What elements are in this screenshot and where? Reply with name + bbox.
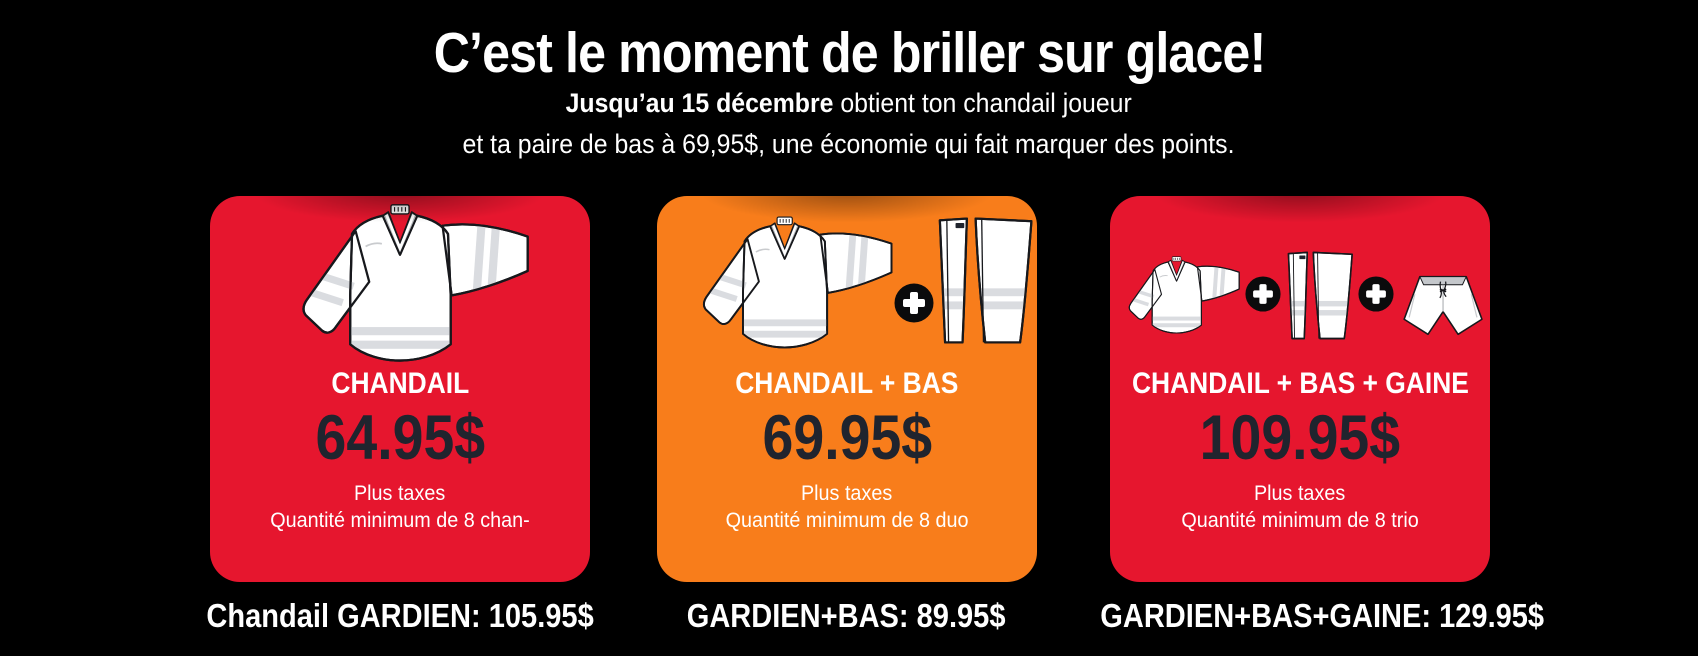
offer-card-chandail-bas[interactable]: CHANDAIL + BAS 69.95$ Plus taxes Quantit… bbox=[657, 196, 1037, 582]
goalie-price-chandail-bas: GARDIEN+BAS: 89.95$ bbox=[686, 597, 1006, 634]
goalie-price-chandail-bas-gaine: GARDIEN+BAS+GAINE: 129.95$ bbox=[1100, 597, 1545, 634]
card1-min-note: Quantité minimum de 8 chan- bbox=[270, 508, 530, 533]
card2-artwork bbox=[657, 196, 1037, 364]
offer-card-chandail[interactable]: CHANDAIL 64.95$ Plus taxes Quantité mini… bbox=[210, 196, 590, 582]
card3-title: CHANDAIL + BAS + GAINE bbox=[1131, 367, 1469, 400]
hockey-jersey-icon bbox=[671, 200, 898, 360]
subtitle-line-2: et ta paire de bas à 69,95$, une économi… bbox=[463, 129, 1235, 159]
hockey-jersey-icon bbox=[264, 196, 536, 366]
card1-title: CHANDAIL bbox=[331, 367, 469, 400]
hockey-pants-icon bbox=[1403, 275, 1483, 336]
card2-price: 69.95$ bbox=[762, 403, 932, 473]
hockey-socks-icon bbox=[932, 208, 1037, 353]
subtitle-date: Jusqu’au 15 décembre bbox=[565, 88, 834, 118]
page-title: C’est le moment de briller sur glace! bbox=[0, 20, 1698, 86]
card2-title: CHANDAIL + BAS bbox=[735, 367, 959, 400]
offer-card-chandail-bas-gaine[interactable]: CHANDAIL + BAS + GAINE 109.95$ Plus taxe… bbox=[1110, 196, 1490, 582]
goalie-price-chandail: Chandail GARDIEN: 105.95$ bbox=[206, 597, 594, 634]
card2-min-note: Quantité minimum de 8 duo bbox=[725, 508, 969, 533]
card3-min-note: Quantité minimum de 8 trio bbox=[1181, 508, 1419, 533]
card2-tax-note: Plus taxes bbox=[801, 481, 893, 506]
card1-tax-note: Plus taxes bbox=[354, 481, 446, 506]
subtitle-line-1: Jusqu’au 15 décembre obtient ton chandai… bbox=[0, 88, 1698, 119]
hockey-socks-icon bbox=[1283, 244, 1356, 347]
plus-icon bbox=[1245, 276, 1281, 312]
card1-artwork bbox=[210, 196, 590, 364]
card1-price: 64.95$ bbox=[315, 403, 485, 473]
card3-price: 109.95$ bbox=[1199, 403, 1401, 473]
headline-text: C’est le moment de briller sur glace! bbox=[433, 21, 1265, 85]
subtitle-rest: obtient ton chandail joueur bbox=[833, 88, 1133, 118]
plus-icon bbox=[1358, 276, 1394, 312]
plus-icon bbox=[894, 283, 934, 323]
hockey-jersey-icon bbox=[1110, 246, 1243, 341]
card3-artwork bbox=[1110, 196, 1490, 364]
card3-tax-note: Plus taxes bbox=[1254, 481, 1346, 506]
